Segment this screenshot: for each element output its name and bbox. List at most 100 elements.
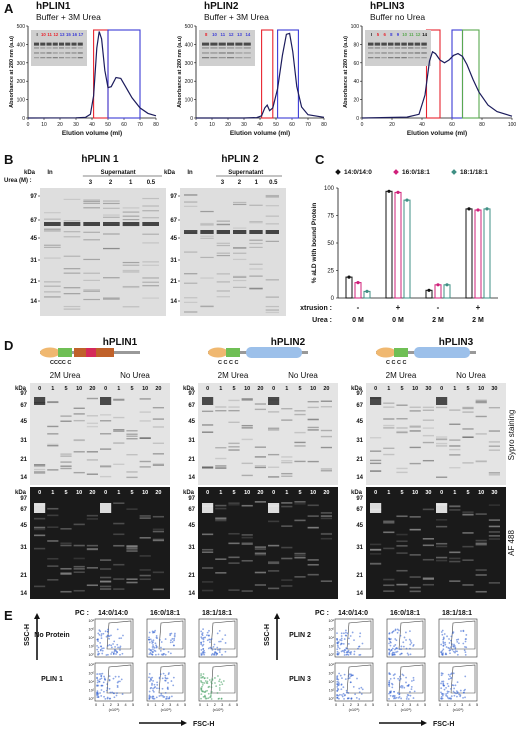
af488-band	[475, 539, 487, 542]
event-dot	[159, 673, 162, 676]
af488-band	[320, 537, 332, 540]
event-dot	[97, 694, 99, 696]
af488-band	[281, 505, 293, 508]
minor-band	[44, 244, 61, 246]
event-dot	[106, 687, 109, 689]
event-dot	[388, 685, 391, 688]
lane-label: 1	[117, 386, 120, 392]
sypro-band	[488, 441, 500, 443]
sypro-band	[409, 426, 421, 428]
af488-band	[436, 542, 448, 545]
event-dot	[156, 684, 159, 686]
af488-band	[307, 563, 319, 566]
minor-band	[184, 230, 198, 232]
event-dot	[100, 677, 103, 680]
event-dot	[452, 672, 455, 675]
urea-header: No Urea	[456, 371, 486, 380]
gel-band	[414, 42, 421, 46]
event-dot	[103, 690, 105, 693]
minor-band	[83, 239, 100, 241]
gel-band	[46, 47, 52, 49]
sypro-band	[215, 466, 227, 468]
minor-band	[44, 246, 61, 248]
event-dot	[389, 650, 392, 653]
af488-band	[60, 542, 72, 545]
event-dot	[443, 684, 446, 687]
event-dot	[164, 691, 167, 694]
event-dot	[173, 637, 176, 640]
x-tick-label: 1	[446, 703, 448, 707]
gel-band	[368, 42, 374, 46]
event-dot	[452, 645, 454, 647]
af488-band	[86, 544, 98, 547]
event-dot	[462, 691, 465, 694]
gel-title: hPLIN2	[271, 337, 306, 348]
lane-label: 1	[387, 490, 390, 496]
extrusion-label: Extrusion :	[300, 305, 332, 312]
af488-band	[370, 543, 382, 546]
x-tick-label: 4	[229, 703, 231, 707]
gel-band	[210, 47, 218, 49]
event-dot	[106, 634, 109, 637]
sypro-band	[254, 446, 266, 448]
event-dot	[343, 673, 346, 676]
event-dot	[341, 677, 343, 680]
event-dot	[152, 639, 155, 642]
lane-label: 5	[232, 490, 235, 496]
minor-band	[184, 230, 198, 232]
event-dot	[200, 689, 203, 692]
af488-band	[139, 555, 151, 557]
sypro-band	[268, 466, 280, 468]
gel-band	[414, 47, 421, 49]
sypro-band	[320, 446, 332, 449]
gel-band	[52, 52, 58, 54]
event-dot	[442, 648, 445, 651]
minor-band	[44, 228, 61, 231]
event-dot	[219, 648, 222, 650]
event-dot	[211, 682, 213, 685]
gel-band	[408, 52, 414, 54]
event-dot	[413, 690, 416, 693]
event-dot	[155, 696, 158, 699]
x-tick-label: 0	[27, 122, 30, 128]
event-dot	[210, 692, 212, 695]
x-tick-label: 10	[209, 122, 215, 128]
gel-background	[40, 188, 166, 316]
x-tick-label: 60	[449, 122, 455, 128]
sypro-band	[113, 398, 125, 400]
event-dot	[453, 643, 455, 646]
event-dot	[206, 631, 209, 634]
x-unit-label: (x10⁸)	[161, 707, 172, 712]
sypro-band	[139, 466, 151, 468]
event-dot	[355, 696, 358, 699]
x-tick-label: 0	[335, 703, 337, 707]
y-tick-label: 100	[17, 98, 26, 104]
event-dot	[99, 649, 102, 652]
y-tick-label: 10⁶	[89, 628, 95, 632]
event-dot	[201, 684, 204, 686]
event-dot	[400, 648, 402, 651]
sypro-band	[475, 460, 487, 462]
plot-frame	[334, 662, 374, 702]
event-dot	[396, 628, 399, 631]
af488-main-band	[202, 503, 214, 513]
kda-label: kDa	[351, 490, 363, 496]
event-dot	[104, 630, 107, 633]
gel-lane-label: 11	[409, 32, 414, 37]
minor-band	[103, 222, 120, 224]
sypro-band	[47, 433, 59, 435]
event-dot	[358, 645, 361, 648]
event-dot	[441, 653, 444, 656]
event-dot	[206, 680, 209, 683]
mw-marker: 45	[356, 523, 363, 529]
event-dot	[153, 647, 156, 649]
event-dot	[442, 652, 444, 655]
event-dot	[402, 641, 405, 644]
minor-band	[233, 286, 247, 288]
sypro-band	[268, 453, 280, 456]
event-dot	[97, 632, 100, 635]
minor-band	[200, 256, 214, 259]
sypro-band	[113, 430, 125, 432]
minor-band	[249, 288, 263, 290]
af488-band	[228, 502, 240, 504]
